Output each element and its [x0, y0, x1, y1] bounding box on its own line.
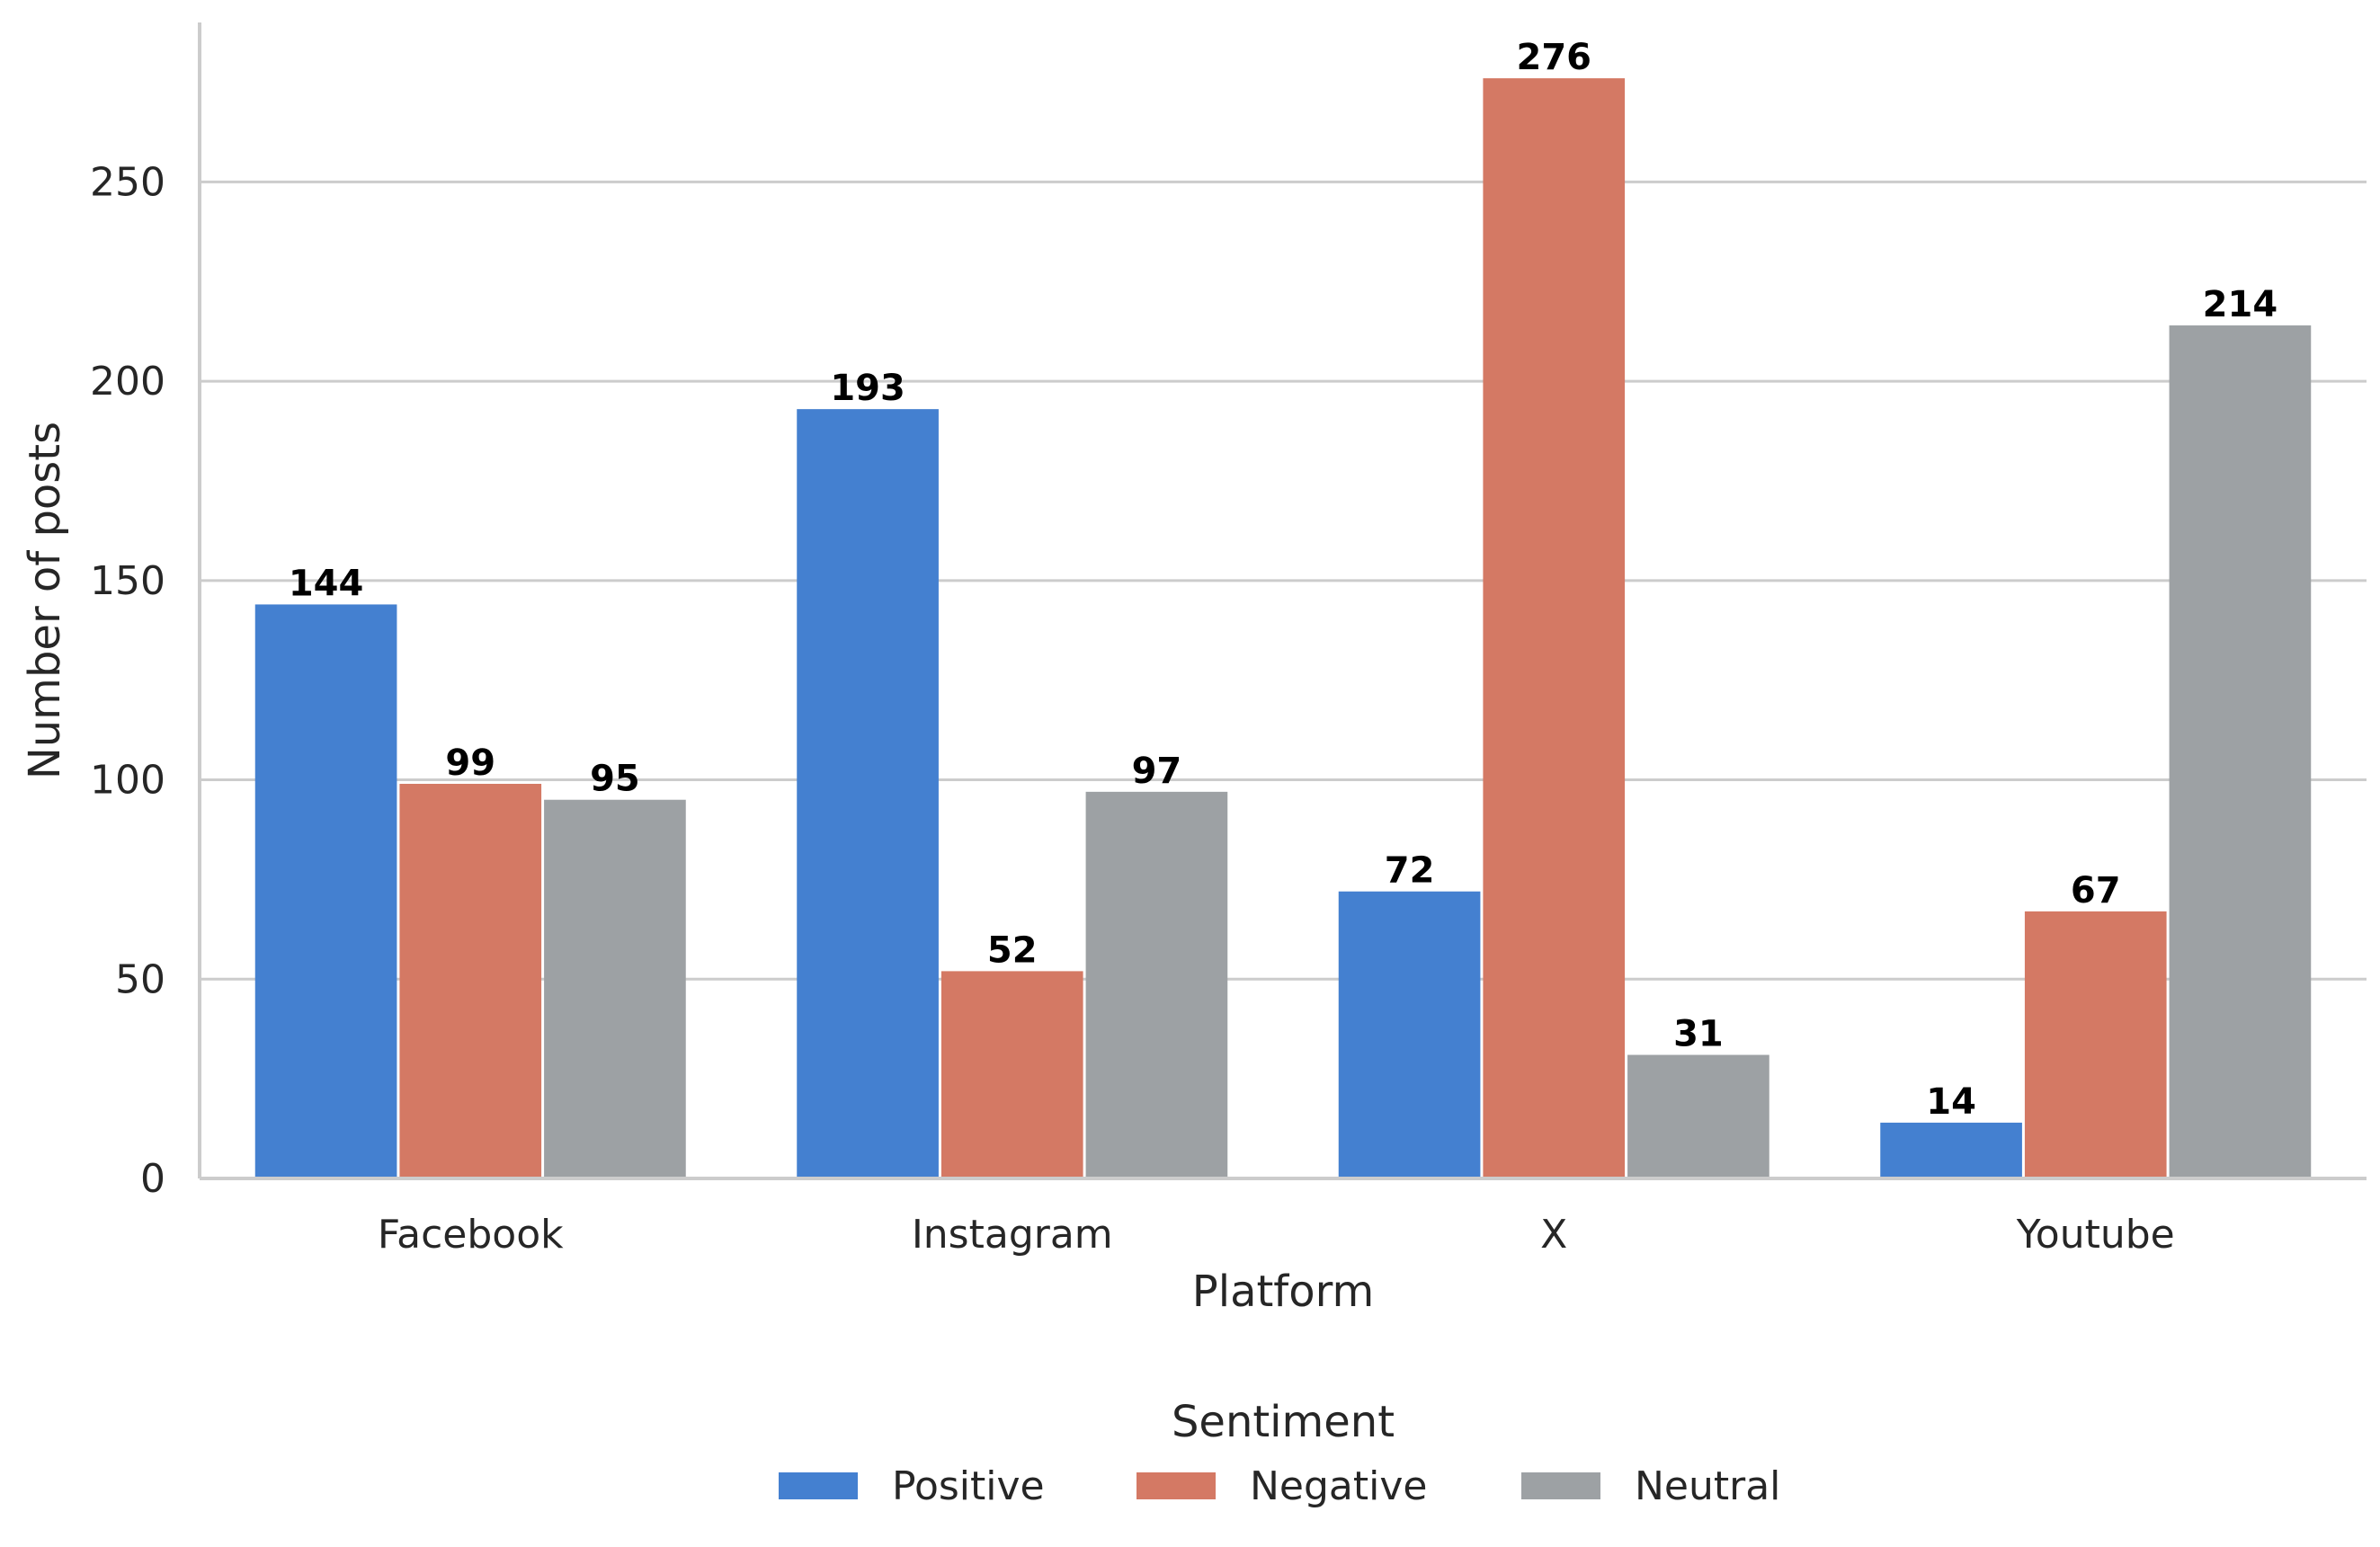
bar-negative-instagram: [940, 971, 1083, 1178]
x-axis-title: Platform: [1192, 1267, 1374, 1317]
bar-value-label: 95: [590, 759, 640, 800]
bar-neutral-youtube: [2169, 325, 2312, 1178]
bar-value-labels: 144 99 95 193 52 97 72 276 31 14 67 214: [289, 37, 2277, 1123]
y-tick-label: 100: [90, 758, 165, 804]
legend-title: Sentiment: [1172, 1397, 1395, 1447]
bar-neutral-x: [1627, 1054, 1769, 1178]
bar-negative-youtube: [2024, 911, 2167, 1178]
bar-positive-instagram: [797, 409, 939, 1178]
gridlines: [200, 180, 2367, 981]
bar-value-label: 99: [445, 742, 495, 784]
y-tick-label: 150: [90, 558, 165, 604]
legend: Sentiment Positive Negative Neutral: [779, 1397, 1780, 1509]
legend-swatch-positive: [779, 1472, 858, 1499]
legend-swatch-neutral: [1521, 1472, 1600, 1499]
y-tick-label: 250: [90, 159, 165, 205]
legend-label-neutral: Neutral: [1635, 1463, 1780, 1509]
y-tick-labels: 0 50 100 150 200 250: [90, 159, 165, 1202]
legend-label-negative: Negative: [1250, 1463, 1427, 1509]
x-tick-labels: Facebook Instagram X Youtube: [378, 1212, 2175, 1258]
y-tick-label: 50: [115, 956, 165, 1002]
bar-positive-youtube: [1880, 1122, 2022, 1178]
axes: [198, 22, 2367, 1180]
bars: [254, 78, 2312, 1178]
legend-items: Positive Negative Neutral: [779, 1463, 1780, 1509]
y-tick-label: 200: [90, 359, 165, 405]
legend-label-positive: Positive: [892, 1463, 1045, 1509]
bar-value-label: 214: [2203, 284, 2278, 325]
x-tick-label: Facebook: [378, 1212, 564, 1258]
bar-neutral-facebook: [544, 799, 686, 1178]
y-axis-title: Number of posts: [20, 422, 70, 779]
bar-neutral-instagram: [1085, 791, 1228, 1178]
bar-value-label: 31: [1673, 1014, 1724, 1055]
bar-value-label: 276: [1517, 37, 1592, 78]
bar-positive-x: [1338, 891, 1481, 1178]
bar-value-label: 14: [1926, 1081, 1976, 1123]
bar-value-label: 52: [987, 929, 1038, 971]
bar-value-label: 144: [289, 563, 364, 604]
bar-positive-facebook: [254, 604, 397, 1178]
y-tick-label: 0: [140, 1156, 165, 1202]
x-tick-label: Instagram: [912, 1212, 1113, 1258]
legend-swatch-negative: [1137, 1472, 1216, 1499]
bar-negative-x: [1483, 78, 1626, 1178]
bar-negative-facebook: [399, 783, 542, 1178]
x-tick-label: Youtube: [2016, 1212, 2175, 1258]
bar-value-label: 97: [1132, 751, 1182, 792]
x-tick-label: X: [1540, 1212, 1567, 1258]
bar-value-label: 67: [2071, 870, 2121, 911]
bar-value-label: 193: [830, 368, 905, 409]
bar-value-label: 72: [1385, 850, 1435, 892]
